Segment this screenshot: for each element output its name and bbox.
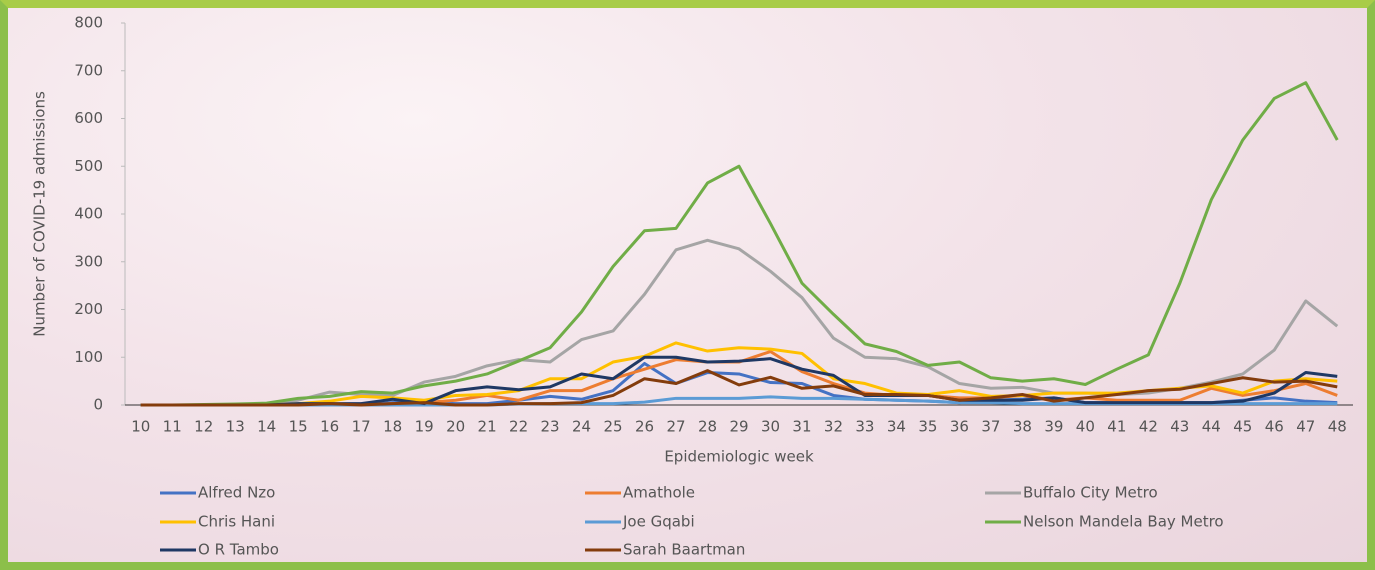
- x-tick-label: 38: [1013, 418, 1032, 436]
- y-tick-label: 0: [93, 396, 103, 414]
- x-tick-label: 21: [478, 418, 497, 436]
- y-tick-label: 600: [74, 109, 103, 127]
- legend-label: Chris Hani: [198, 513, 275, 531]
- x-tick-label: 20: [446, 418, 465, 436]
- x-tick-label: 46: [1265, 418, 1284, 436]
- y-tick-label: 700: [74, 61, 103, 79]
- x-tick-label: 13: [226, 418, 245, 436]
- x-tick-label: 45: [1233, 418, 1252, 436]
- x-tick-label: 12: [194, 418, 213, 436]
- x-tick-label: 34: [887, 418, 906, 436]
- x-tick-label: 39: [1044, 418, 1063, 436]
- x-tick-label: 43: [1170, 418, 1189, 436]
- y-tick-label: 500: [74, 157, 103, 175]
- x-tick-label: 15: [289, 418, 308, 436]
- x-tick-label: 35: [918, 418, 937, 436]
- series-line: [141, 240, 1338, 405]
- legend-label: Sarah Baartman: [623, 541, 745, 559]
- y-axis-label: Number of COVID-19 admissions: [31, 91, 49, 337]
- x-tick-label: 42: [1139, 418, 1158, 436]
- chart: Number of COVID-19 admissions Epidemiolo…: [0, 0, 1375, 570]
- x-tick-label: 37: [981, 418, 1000, 436]
- x-tick-label: 25: [604, 418, 623, 436]
- x-tick-label: 32: [824, 418, 843, 436]
- x-tick-label: 19: [415, 418, 434, 436]
- x-tick-label: 33: [855, 418, 874, 436]
- legend-label: Joe Gqabi: [622, 513, 695, 531]
- legend-label: Buffalo City Metro: [1023, 484, 1158, 502]
- y-tick-label: 200: [74, 300, 103, 318]
- y-tick-label: 100: [74, 348, 103, 366]
- y-tick-label: 800: [74, 14, 103, 32]
- x-tick-label: 30: [761, 418, 780, 436]
- x-tick-label: 44: [1202, 418, 1221, 436]
- y-tick-label: 300: [74, 252, 103, 270]
- legend-label: O R Tambo: [198, 541, 279, 559]
- x-tick-label: 11: [163, 418, 182, 436]
- x-tick-label: 41: [1107, 418, 1126, 436]
- x-tick-label: 23: [541, 418, 560, 436]
- x-tick-label: 28: [698, 418, 717, 436]
- x-tick-label: 18: [383, 418, 402, 436]
- x-tick-label: 31: [792, 418, 811, 436]
- legend-label: Nelson Mandela Bay Metro: [1023, 513, 1224, 531]
- x-tick-label: 16: [320, 418, 339, 436]
- x-tick-label: 10: [131, 418, 150, 436]
- series-line: [141, 83, 1338, 405]
- x-tick-label: 14: [257, 418, 276, 436]
- x-tick-label: 47: [1296, 418, 1315, 436]
- legend-label: Alfred Nzo: [198, 484, 275, 502]
- x-tick-label: 48: [1328, 418, 1347, 436]
- x-tick-label: 36: [950, 418, 969, 436]
- y-tick-label: 400: [74, 205, 103, 223]
- x-axis-label: Epidemiologic week: [664, 448, 814, 466]
- legend-label: Amathole: [623, 484, 695, 502]
- x-tick-label: 26: [635, 418, 654, 436]
- x-tick-label: 29: [729, 418, 748, 436]
- x-tick-label: 27: [666, 418, 685, 436]
- x-tick-label: 40: [1076, 418, 1095, 436]
- x-tick-label: 17: [352, 418, 371, 436]
- x-tick-label: 24: [572, 418, 591, 436]
- x-tick-label: 22: [509, 418, 528, 436]
